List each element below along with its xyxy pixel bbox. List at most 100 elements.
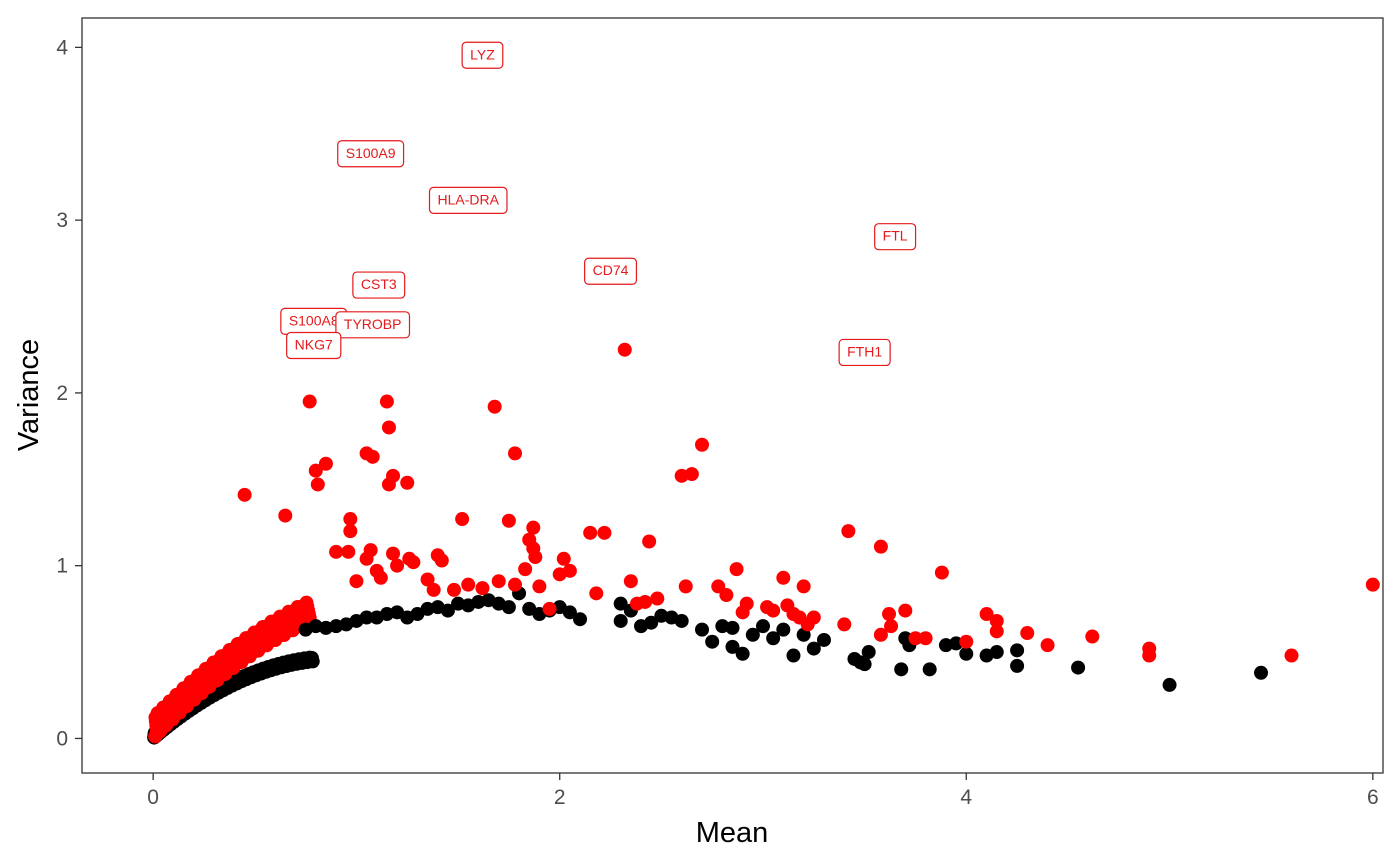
data-point-highlighted: [420, 572, 435, 587]
data-point-background: [725, 620, 740, 635]
data-point-highlighted: [1365, 577, 1380, 592]
gene-label-text: FTH1: [847, 343, 882, 359]
gene-label-text: FTL: [883, 228, 908, 244]
data-point-background: [440, 603, 455, 618]
x-axis: 0 2 4 6: [147, 773, 1379, 809]
gene-label-box: [337, 140, 405, 168]
data-point-highlighted: [434, 553, 449, 568]
data-point-background: [359, 610, 374, 625]
data-point-highlighted: [979, 607, 994, 622]
gene-label: TYROBP: [335, 311, 411, 339]
data-point-highlighted: [678, 579, 693, 594]
data-point-highlighted: [589, 586, 604, 601]
gene-label: CST3: [352, 271, 406, 299]
data-point-highlighted: [841, 524, 856, 539]
gene-label-box: [335, 311, 411, 339]
data-point-highlighted: [959, 634, 974, 649]
data-point-highlighted: [989, 624, 1004, 639]
data-point-highlighted: [837, 617, 852, 632]
data-point-highlighted: [638, 594, 653, 609]
data-point-background: [755, 619, 770, 634]
data-point-highlighted: [729, 562, 744, 577]
data-point-highlighted: [583, 525, 598, 540]
y-axis-title: Variance: [13, 339, 45, 451]
gene-labels-layer: LYZ S100A9 HLA-DRA FTL CD74 CST3 S100A8 TYROBP N…: [280, 41, 917, 367]
gene-label: NKG7: [286, 331, 342, 360]
data-point-highlighted: [406, 555, 421, 570]
data-point-highlighted: [884, 619, 899, 634]
data-point-highlighted: [310, 477, 325, 492]
y-tick-label: 3: [56, 209, 68, 232]
data-point-highlighted: [343, 524, 358, 539]
data-point-highlighted: [349, 574, 364, 589]
data-point-highlighted: [278, 508, 293, 523]
data-point-highlighted: [318, 456, 333, 471]
gene-label: FTL: [874, 223, 917, 251]
data-point-background: [735, 646, 750, 661]
data-point-highlighted: [491, 574, 506, 589]
data-point-highlighted: [556, 551, 571, 566]
data-point-highlighted: [475, 581, 490, 596]
data-point-highlighted: [373, 570, 388, 585]
data-point-background: [1010, 643, 1025, 658]
data-point-background: [573, 612, 588, 627]
data-point-background: [695, 622, 710, 637]
data-point-highlighted: [776, 570, 791, 585]
gene-label-box: [461, 41, 504, 69]
data-point-highlighted: [739, 596, 754, 611]
gene-label: CD74: [584, 257, 638, 285]
data-point-highlighted: [386, 468, 401, 483]
gene-label-text: LYZ: [470, 46, 495, 62]
data-point-highlighted: [766, 603, 781, 618]
data-point-highlighted: [1040, 638, 1055, 653]
data-point-highlighted: [507, 446, 522, 461]
gene-label-box: [838, 338, 891, 367]
data-point-highlighted: [518, 562, 533, 577]
data-point-highlighted: [379, 394, 394, 409]
data-point-highlighted: [1020, 626, 1035, 641]
gene-label: LYZ: [461, 41, 504, 69]
data-point-background: [705, 634, 720, 649]
data-point-background: [745, 627, 760, 642]
data-point-highlighted: [695, 437, 710, 452]
data-point-background: [1010, 658, 1025, 673]
data-point-highlighted: [390, 558, 405, 573]
data-point-highlighted: [461, 577, 476, 592]
gene-label: S100A9: [337, 140, 405, 168]
data-point-highlighted: [386, 546, 401, 561]
y-tick-label: 2: [56, 382, 68, 405]
data-point-background: [894, 662, 909, 677]
gene-label-box: [286, 331, 342, 360]
data-point-highlighted: [873, 539, 888, 554]
data-point-highlighted: [597, 525, 612, 540]
data-point-highlighted: [617, 342, 632, 357]
data-point-highlighted: [329, 544, 344, 559]
x-axis-title: Mean: [696, 817, 769, 849]
data-point-highlighted: [532, 579, 547, 594]
data-point-highlighted: [365, 449, 380, 464]
data-point-highlighted: [623, 574, 638, 589]
data-point-background: [857, 657, 872, 672]
y-tick-label: 0: [56, 727, 68, 750]
data-point-background: [501, 600, 516, 615]
x-tick-label: 4: [960, 786, 972, 809]
points-layer: [147, 342, 1380, 745]
gene-label: FTH1: [838, 338, 891, 367]
data-point-background: [562, 605, 577, 620]
data-point-highlighted: [542, 601, 557, 616]
data-point-highlighted: [882, 607, 897, 622]
data-point-highlighted: [650, 591, 665, 606]
gene-label: S100A8: [280, 307, 348, 335]
data-point-highlighted: [642, 534, 657, 549]
gene-label-box: [352, 271, 406, 299]
data-point-highlighted: [381, 420, 396, 435]
data-point-highlighted: [426, 582, 441, 597]
data-point-highlighted: [526, 520, 541, 535]
data-point-highlighted: [989, 613, 1004, 628]
x-tick-label: 6: [1367, 786, 1379, 809]
data-point-highlighted: [562, 563, 577, 578]
data-point-highlighted: [806, 610, 821, 625]
data-point-background: [725, 639, 740, 654]
data-point-highlighted: [1085, 629, 1100, 644]
